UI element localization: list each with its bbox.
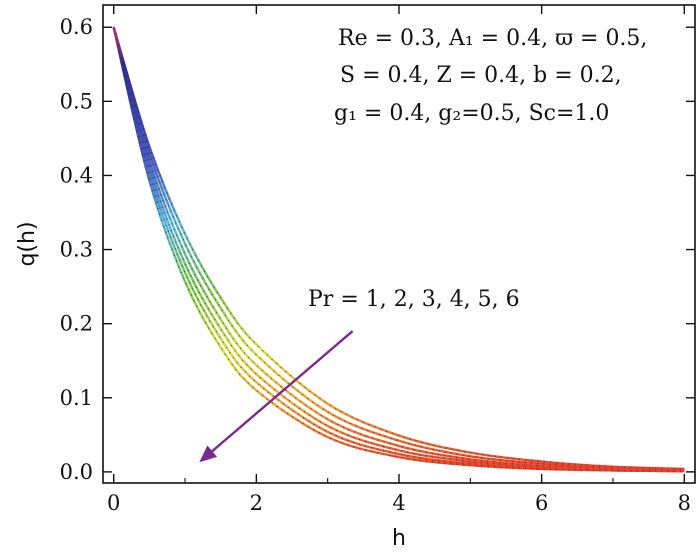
arrow-head bbox=[199, 445, 218, 463]
x-tick-label: 6 bbox=[535, 491, 548, 515]
y-tick-label: 0.1 bbox=[60, 386, 93, 410]
y-axis-ticks: 0.0 0.1 0.2 0.3 0.4 0.5 0.6 bbox=[60, 15, 695, 484]
y-axis-title: q(h) bbox=[15, 221, 40, 266]
y-tick-label: 0.5 bbox=[60, 89, 93, 113]
x-axis-title: h bbox=[392, 526, 406, 551]
parameter-annotation: Re = 0.3, A₁ = 0.4, ϖ = 0.5, S = 0.4, Z … bbox=[334, 26, 647, 126]
x-tick-label: 0 bbox=[107, 491, 120, 515]
series-line-pr-5 bbox=[112, 26, 685, 473]
series-markers-pr-6 bbox=[113, 27, 685, 472]
series-line-pr-4 bbox=[112, 26, 685, 473]
x-tick-label: 4 bbox=[392, 491, 405, 515]
series-markers-pr-3 bbox=[113, 27, 685, 471]
annotation-line-2: S = 0.4, Z = 0.4, b = 0.2, bbox=[340, 63, 622, 88]
annotation-line-1: Re = 0.3, A₁ = 0.4, ϖ = 0.5, bbox=[338, 26, 647, 51]
arrow-label: Pr = 1, 2, 3, 4, 5, 6 bbox=[308, 287, 520, 312]
y-tick-label: 0.3 bbox=[60, 238, 93, 262]
series-line-pr-6 bbox=[112, 26, 685, 473]
trend-arrow bbox=[199, 330, 354, 463]
series-line-pr-2 bbox=[112, 26, 685, 471]
annotation-line-3: g₁ = 0.4, g₂=0.5, Sc=1.0 bbox=[334, 101, 609, 126]
arrow-shaft bbox=[211, 330, 354, 453]
y-tick-label: 0.6 bbox=[60, 15, 93, 39]
series-line-pr-1 bbox=[112, 26, 685, 471]
series-markers-pr-2 bbox=[113, 27, 685, 471]
x-axis-ticks: 0 2 4 6 8 bbox=[107, 5, 691, 515]
x-tick-label: 8 bbox=[678, 491, 691, 515]
series-markers-pr-1 bbox=[113, 27, 685, 470]
series-line-pr-3 bbox=[112, 26, 685, 472]
curves bbox=[112, 26, 685, 473]
x-tick-label: 2 bbox=[250, 491, 263, 515]
y-tick-label: 0.0 bbox=[60, 460, 93, 484]
series-markers-pr-5 bbox=[113, 27, 685, 472]
y-tick-label: 0.2 bbox=[60, 312, 93, 336]
series-markers-pr-4 bbox=[113, 27, 685, 472]
y-tick-label: 0.4 bbox=[60, 163, 93, 187]
